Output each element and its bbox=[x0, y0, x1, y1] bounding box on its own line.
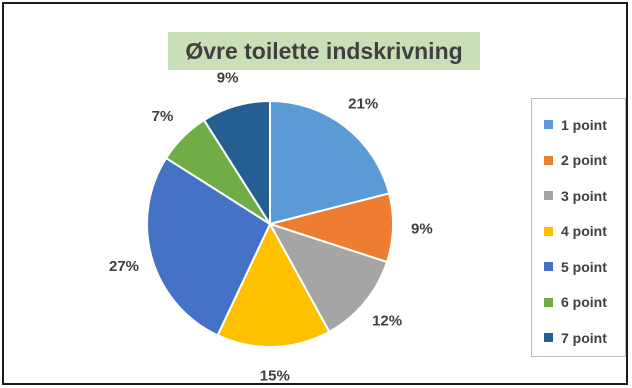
pie-slice-3 bbox=[267, 222, 389, 334]
pie-chart: 21% 9% 12% 15% 27% 7% 9% bbox=[109, 70, 433, 384]
legend-label: 7 point bbox=[561, 329, 607, 346]
data-label-7: 9% bbox=[217, 70, 239, 87]
data-label-3: 12% bbox=[372, 312, 402, 329]
legend-item-7: 7 point bbox=[532, 320, 625, 356]
legend-item-6: 6 point bbox=[532, 285, 625, 321]
legend-swatch bbox=[544, 120, 553, 130]
chart-legend: 1 point 2 point 3 point 4 point 5 point 6 poi… bbox=[531, 98, 626, 357]
legend-item-3: 3 point bbox=[532, 178, 625, 214]
pie-slice-1 bbox=[269, 99, 391, 226]
legend-swatch bbox=[544, 191, 553, 201]
legend-label: 4 point bbox=[561, 223, 607, 240]
pie-data-labels: 21% 9% 12% 15% 27% 7% 9% bbox=[109, 70, 433, 384]
legend-swatch bbox=[544, 155, 553, 165]
data-label-6: 7% bbox=[152, 108, 174, 125]
chart-title: Øvre toilette indskrivning bbox=[185, 37, 463, 64]
data-label-4: 15% bbox=[260, 367, 290, 383]
chart-frame: Øvre toilette indskrivning 21% 9% 12% 15% 27… bbox=[2, 2, 628, 385]
legend-swatch bbox=[544, 226, 553, 236]
pie-slice-7 bbox=[202, 99, 271, 228]
data-label-1: 21% bbox=[348, 95, 378, 112]
pie-slice-4 bbox=[216, 221, 331, 348]
legend-swatch bbox=[544, 262, 553, 272]
legend-swatch bbox=[544, 333, 553, 343]
pie-slice-5 bbox=[146, 156, 272, 337]
legend-item-2: 2 point bbox=[532, 143, 625, 179]
chart-title-box: Øvre toilette indskrivning bbox=[168, 32, 480, 70]
legend-label: 3 point bbox=[561, 187, 607, 204]
legend-label: 5 point bbox=[561, 258, 607, 275]
data-label-5: 27% bbox=[109, 258, 139, 275]
legend-label: 1 point bbox=[561, 116, 607, 133]
legend-item-5: 5 point bbox=[532, 249, 625, 285]
data-label-2: 9% bbox=[411, 220, 433, 237]
legend-item-1: 1 point bbox=[532, 107, 625, 143]
legend-swatch bbox=[544, 297, 553, 307]
pie-slices bbox=[146, 99, 394, 348]
legend-label: 6 point bbox=[561, 294, 607, 311]
legend-item-4: 4 point bbox=[532, 214, 625, 250]
legend-label: 2 point bbox=[561, 152, 607, 169]
